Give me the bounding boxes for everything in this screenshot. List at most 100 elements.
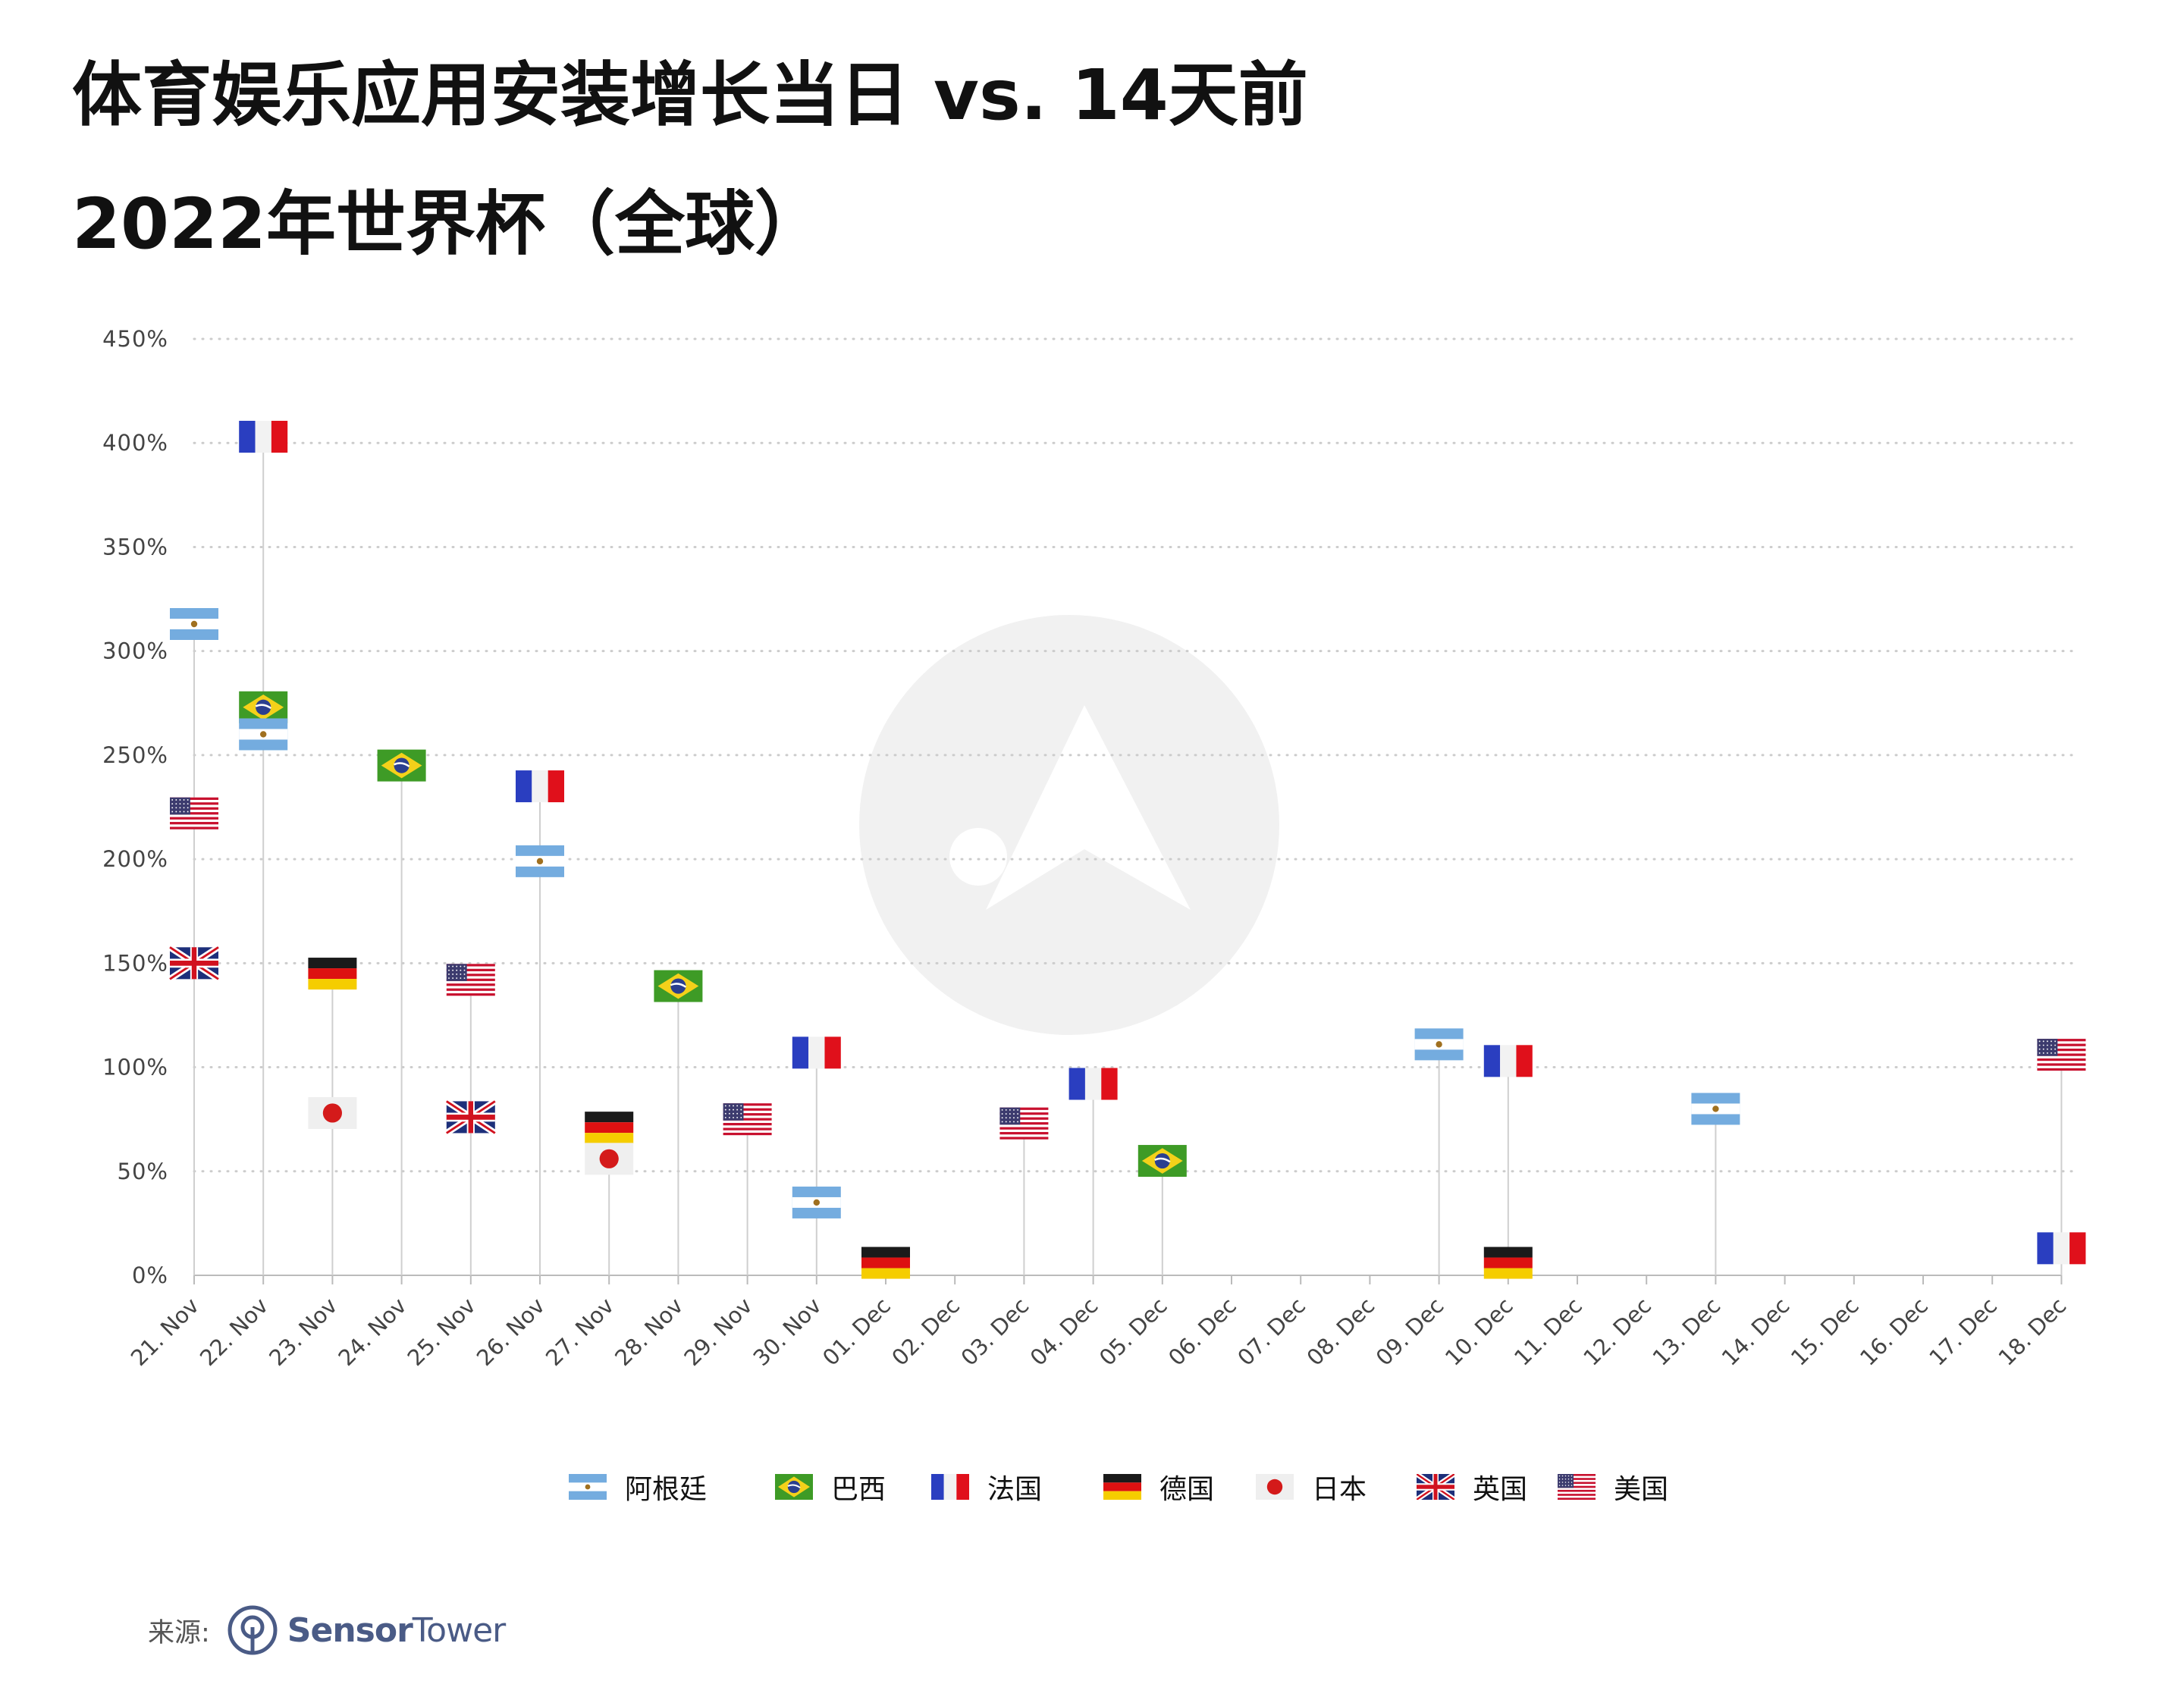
flag-icon-uk <box>1417 1474 1454 1500</box>
flag-marker-br <box>1138 1145 1187 1178</box>
stems <box>193 436 2063 1275</box>
y-tick-label: 200% <box>102 846 168 872</box>
flag-marker-uk <box>444 1098 497 1136</box>
legend-label: 阿根廷 <box>625 1474 708 1505</box>
flag-marker-ar <box>1414 1028 1464 1061</box>
x-tick-label: 10. Dec <box>1440 1293 1518 1371</box>
legend-item-jp: 日本 <box>1256 1460 1367 1513</box>
x-tick-label: 09. Dec <box>1371 1293 1449 1371</box>
y-tick-label: 300% <box>102 638 168 664</box>
flag-marker-de <box>1483 1247 1533 1279</box>
flag-marker-jp <box>308 1096 357 1129</box>
flag-marker-us <box>170 797 218 829</box>
x-tick-label: 12. Dec <box>1578 1293 1656 1371</box>
x-tick-label: 21. Nov <box>126 1293 204 1371</box>
y-tick-label: 100% <box>102 1055 168 1080</box>
x-tick-label: 29. Nov <box>679 1293 757 1371</box>
flag-icon-de <box>1103 1474 1141 1500</box>
chart-subtitle: 2022年世界杯（全球） <box>72 183 825 265</box>
source-label: 来源: <box>148 1617 210 1648</box>
flag-icon-br <box>775 1474 813 1500</box>
brand-name-light: Tower <box>412 1610 506 1650</box>
brand-name: SensorTower <box>287 1610 506 1650</box>
flag-marker-ar <box>1691 1093 1740 1125</box>
y-tick-label: 0% <box>132 1262 168 1288</box>
x-tick-label: 01. Dec <box>817 1293 896 1371</box>
flag-icon-ar <box>569 1474 607 1500</box>
flag-scatter-chart: 0% 50% 100% 150% 200% 250% 300% 350% 400% 450% 21… <box>102 326 2086 1371</box>
x-tick-label: 27. Nov <box>541 1293 619 1371</box>
x-tick-label: 03. Dec <box>956 1293 1034 1371</box>
flag-marker-us <box>723 1103 772 1136</box>
legend: 阿根廷 巴西 法国 德国 日本 英国 美国 <box>0 1460 2184 1513</box>
x-tick-label: 11. Dec <box>1509 1293 1587 1371</box>
flag-marker-jp <box>585 1143 634 1175</box>
legend-item-br: 巴西 <box>775 1460 886 1513</box>
flag-marker-fr <box>792 1036 841 1069</box>
flag-icon-jp <box>1256 1474 1294 1500</box>
legend-label: 英国 <box>1473 1474 1528 1505</box>
x-tick-label: 22. Nov <box>195 1293 273 1371</box>
flag-marker-fr <box>239 420 288 453</box>
flag-marker-ar <box>516 845 564 877</box>
grid-lines <box>193 337 2079 1173</box>
y-tick-label: 250% <box>102 742 168 768</box>
x-tick-label: 04. Dec <box>1025 1293 1103 1371</box>
legend-item-fr: 法国 <box>931 1460 1042 1513</box>
flag-marker-de <box>585 1112 634 1144</box>
x-tick-label: 16. Dec <box>1855 1293 1933 1371</box>
flag-marker-fr <box>1483 1045 1533 1077</box>
x-tick-label: 05. Dec <box>1094 1293 1172 1371</box>
y-axis: 0% 50% 100% 150% 200% 250% 300% 350% 400% 450% <box>102 326 168 1288</box>
brand-name-bold: Sensor <box>287 1610 413 1650</box>
legend-label: 美国 <box>1614 1474 1669 1505</box>
legend-label: 法国 <box>987 1474 1043 1505</box>
flag-marker-uk <box>168 944 221 982</box>
flag-marker-br <box>654 970 703 1002</box>
flag-markers <box>168 420 2086 1279</box>
watermark-logo <box>859 615 1279 1035</box>
x-tick-label: 18. Dec <box>1993 1293 2071 1371</box>
sensor-tower-icon <box>228 1605 278 1655</box>
flag-marker-fr <box>2037 1232 2086 1265</box>
flag-marker-ar <box>792 1186 841 1218</box>
y-tick-label: 450% <box>102 326 168 352</box>
flag-marker-fr <box>1068 1068 1118 1100</box>
y-tick-label: 50% <box>118 1159 168 1184</box>
x-tick-label: 25. Nov <box>403 1293 481 1371</box>
flag-marker-fr <box>516 770 564 803</box>
legend-label: 德国 <box>1159 1474 1215 1505</box>
x-tick-label: 28. Nov <box>610 1293 688 1371</box>
flag-marker-br <box>239 691 288 723</box>
source-credit: 来源: SensorTower <box>148 1600 506 1661</box>
y-tick-label: 150% <box>102 950 168 976</box>
x-tick-label: 07. Dec <box>1232 1293 1310 1371</box>
x-tick-label: 24. Nov <box>333 1293 411 1371</box>
flag-icon-us <box>1558 1474 1596 1500</box>
x-tick-label: 02. Dec <box>886 1293 965 1371</box>
legend-item-uk: 英国 <box>1417 1460 1527 1513</box>
x-tick-label: 17. Dec <box>1924 1293 2002 1371</box>
flag-icon-fr <box>931 1474 969 1500</box>
flag-marker-us <box>446 964 495 996</box>
x-tick-label: 15. Dec <box>1786 1293 1864 1371</box>
flag-marker-us <box>999 1107 1049 1140</box>
x-tick-label: 30. Nov <box>748 1293 827 1371</box>
flag-marker-de <box>861 1247 910 1279</box>
legend-item-de: 德国 <box>1103 1460 1214 1513</box>
x-tick-label: 08. Dec <box>1301 1293 1379 1371</box>
flag-marker-de <box>308 958 357 990</box>
x-tick-label: 26. Nov <box>472 1293 550 1371</box>
flag-marker-us <box>2037 1039 2086 1071</box>
y-tick-label: 350% <box>102 534 168 560</box>
brand-logo: SensorTower <box>227 1604 506 1656</box>
x-tick-label: 23. Nov <box>264 1293 342 1371</box>
flag-marker-ar <box>170 607 218 640</box>
legend-label: 巴西 <box>831 1474 886 1505</box>
x-tick-label: 14. Dec <box>1717 1293 1795 1371</box>
legend-item-ar: 阿根廷 <box>569 1460 707 1513</box>
y-tick-label: 400% <box>102 430 168 456</box>
legend-label: 日本 <box>1312 1474 1367 1505</box>
x-tick-label: 06. Dec <box>1163 1293 1241 1371</box>
